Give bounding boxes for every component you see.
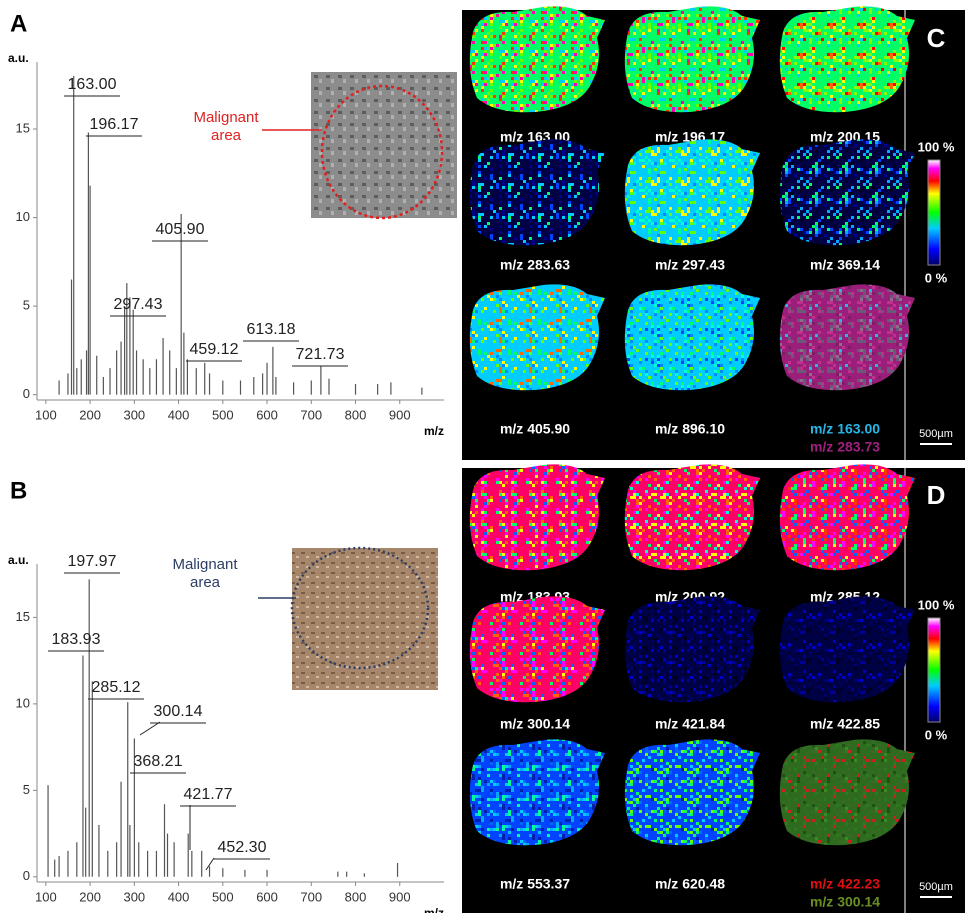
y-axis-label: a.u. bbox=[8, 51, 29, 65]
ion-label: m/z 283.63 bbox=[500, 257, 570, 273]
overlay-label: m/z 422.23 bbox=[810, 876, 880, 892]
peak-annotation: 183.93 bbox=[52, 631, 101, 648]
y-tick-label: 15 bbox=[16, 120, 30, 135]
peak-annotation: 368.21 bbox=[134, 753, 183, 770]
overlay-label: m/z 283.73 bbox=[810, 439, 880, 455]
x-tick-label: 600 bbox=[256, 889, 278, 904]
peak-annotation: 197.97 bbox=[68, 553, 117, 570]
y-axis-label: a.u. bbox=[8, 553, 29, 567]
peak-annotation: 459.12 bbox=[190, 341, 239, 358]
x-tick-label: 200 bbox=[79, 407, 101, 422]
peak-annotation: 163.00 bbox=[68, 76, 117, 93]
panel-letter: A bbox=[10, 10, 27, 37]
peak-annotation: 421.77 bbox=[184, 786, 233, 803]
ion-label: m/z 300.14 bbox=[500, 716, 570, 732]
ion-label: m/z 405.90 bbox=[500, 421, 570, 437]
peak-annotation: 405.90 bbox=[156, 221, 205, 238]
peak-annotation: 300.14 bbox=[154, 703, 203, 720]
x-axis-label: m/z bbox=[424, 906, 444, 913]
x-tick-label: 900 bbox=[389, 407, 411, 422]
peak-annotation: 452.30 bbox=[218, 839, 267, 856]
x-axis-label: m/z bbox=[424, 424, 444, 438]
peak-annotation: 297.43 bbox=[114, 296, 163, 313]
inset-label: area bbox=[211, 127, 242, 144]
peak-annotation: 196.17 bbox=[90, 116, 139, 133]
overlay-label: m/z 163.00 bbox=[810, 421, 880, 437]
colorbar-label: 0 % bbox=[925, 727, 948, 742]
ion-label: m/z 421.84 bbox=[655, 716, 725, 732]
x-tick-label: 700 bbox=[300, 889, 322, 904]
colorbar bbox=[928, 160, 940, 265]
panel-letter: D bbox=[927, 480, 946, 510]
peak-annotation: 613.18 bbox=[247, 321, 296, 338]
y-tick-label: 0 bbox=[23, 868, 30, 883]
x-tick-label: 800 bbox=[345, 889, 367, 904]
x-tick-label: 300 bbox=[123, 889, 145, 904]
x-tick-label: 500 bbox=[212, 407, 234, 422]
colorbar-label: 100 % bbox=[918, 139, 955, 154]
x-tick-label: 900 bbox=[389, 889, 411, 904]
ion-label: m/z 553.37 bbox=[500, 876, 570, 892]
scale-label: 500µm bbox=[919, 428, 953, 440]
x-tick-label: 600 bbox=[256, 407, 278, 422]
inset-label: Malignant bbox=[193, 109, 259, 126]
scale-label: 500µm bbox=[919, 881, 953, 893]
ion-label: m/z 297.43 bbox=[655, 257, 725, 273]
x-tick-label: 400 bbox=[168, 407, 190, 422]
x-tick-label: 100 bbox=[35, 889, 57, 904]
y-tick-label: 10 bbox=[16, 209, 30, 224]
peak-annotation: 285.12 bbox=[92, 679, 141, 696]
y-tick-label: 0 bbox=[23, 386, 30, 401]
colorbar bbox=[928, 618, 940, 722]
inset-label: area bbox=[190, 574, 221, 591]
y-tick-label: 15 bbox=[16, 609, 30, 624]
x-tick-label: 800 bbox=[345, 407, 367, 422]
x-tick-label: 500 bbox=[212, 889, 234, 904]
colorbar-label: 100 % bbox=[918, 597, 955, 612]
peak-annotation: 721.73 bbox=[296, 346, 345, 363]
ion-label: m/z 422.85 bbox=[810, 716, 880, 732]
overlay-label: m/z 300.14 bbox=[810, 894, 880, 910]
ion-label: m/z 369.14 bbox=[810, 257, 880, 273]
ion-label: m/z 620.48 bbox=[655, 876, 725, 892]
panel-letter: B bbox=[10, 477, 27, 504]
y-tick-label: 5 bbox=[23, 782, 30, 797]
x-tick-label: 200 bbox=[79, 889, 101, 904]
x-tick-label: 400 bbox=[168, 889, 190, 904]
x-tick-label: 700 bbox=[300, 407, 322, 422]
annotation-leader bbox=[140, 722, 160, 735]
y-tick-label: 10 bbox=[16, 695, 30, 710]
x-tick-label: 100 bbox=[35, 407, 57, 422]
tissue-photo bbox=[311, 72, 457, 218]
y-tick-label: 5 bbox=[23, 298, 30, 313]
ion-label: m/z 896.10 bbox=[655, 421, 725, 437]
x-tick-label: 300 bbox=[123, 407, 145, 422]
figure: Aa.u.m/z05101510020030040050060070080090… bbox=[0, 0, 967, 913]
colorbar-label: 0 % bbox=[925, 270, 948, 285]
panel-letter: C bbox=[927, 23, 946, 53]
inset-label: Malignant bbox=[172, 556, 238, 573]
